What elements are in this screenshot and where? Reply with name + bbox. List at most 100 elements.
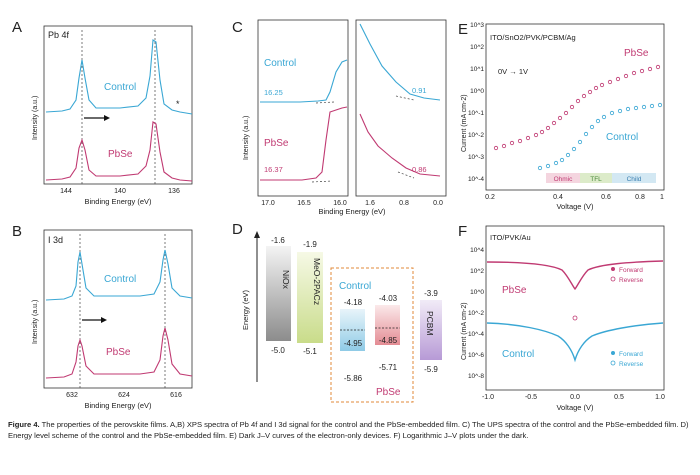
panel-f-ytick-5: 10^-6 xyxy=(468,352,484,359)
nio-top: -1.6 xyxy=(271,236,285,245)
panel-e-pbse-point-15 xyxy=(593,85,599,91)
panel-c-val-pbse-right: 0.86 xyxy=(412,165,427,174)
panel-e-xtick-1: 0.4 xyxy=(553,194,563,201)
panel-e-pbse-point-7 xyxy=(545,125,551,131)
panel-a: A Pb 4f Intensity (a.u.) Control PbSe * … xyxy=(12,19,193,206)
panel-a-tick-0: 144 xyxy=(60,188,72,195)
region-ohmic: Ohmic xyxy=(554,176,574,183)
panel-c-val-control-right: 0.91 xyxy=(412,86,427,95)
panel-e-control-point-11 xyxy=(609,110,615,116)
panel-f-ytick-0: 10^4 xyxy=(470,247,484,254)
region-ohmic-box xyxy=(546,173,580,183)
panel-e-xtick-3: 0.8 xyxy=(635,194,645,201)
panel-b: B I 3d Intensity (a.u.) Control PbSe 632… xyxy=(12,223,193,410)
panel-c-control-right xyxy=(359,23,441,101)
panel-c-tick-left-2: 16.0 xyxy=(333,200,347,207)
panel-e-pbse-point-12 xyxy=(575,98,581,104)
panel-e-pbse-point-22 xyxy=(647,66,653,72)
panel-e-frame xyxy=(485,23,665,191)
panel-c-extrap-pbse-left xyxy=(311,180,333,183)
pcbm-bottom: -5.9 xyxy=(424,365,438,374)
panel-c-tick-left-0: 17.0 xyxy=(261,200,275,207)
panel-b-pbse-curve xyxy=(45,327,193,379)
pcbm-band xyxy=(420,300,442,360)
panel-e-control-point-15 xyxy=(641,104,647,110)
panel-e-pbse-point-6 xyxy=(539,129,545,135)
legend-control-forward-marker xyxy=(611,351,615,355)
panel-c-val-pbse-left: 16.37 xyxy=(264,165,283,174)
panel-b-tick-1: 624 xyxy=(118,392,130,399)
panel-b-letter: B xyxy=(12,223,22,240)
panel-c-extrap-pbse-right xyxy=(397,171,415,179)
panel-b-xlabel: Binding Energy (eV) xyxy=(84,401,152,410)
panel-e-ytick-4: 10^-1 xyxy=(468,110,484,117)
region-tfl-box xyxy=(580,173,612,183)
panel-a-pbse-curve xyxy=(45,121,193,182)
panel-b-control-curve xyxy=(45,249,193,301)
panel-a-label-pbse: PbSe xyxy=(108,149,133,160)
panel-e-pbse-point-16 xyxy=(599,82,605,88)
panel-e-pbse-point-14 xyxy=(587,89,593,95)
panel-f-xtick-2: 0.0 xyxy=(570,394,580,401)
panel-b-tick-2: 616 xyxy=(170,392,182,399)
panel-b-label-control: Control xyxy=(104,274,136,285)
legend-control-forward: Forward xyxy=(619,351,643,358)
panel-f-ytick-2: 10^0 xyxy=(470,289,484,296)
panel-c-control-left xyxy=(260,59,348,103)
panel-c-letter: C xyxy=(232,19,243,36)
panel-e-ytick-5: 10^-2 xyxy=(468,132,484,139)
panel-f-ytick-6: 10^-8 xyxy=(468,373,484,380)
panel-e-ytick-7: 10^-4 xyxy=(468,176,484,183)
panel-e-xtick-0: 0.2 xyxy=(485,194,495,201)
panel-e-pbse-point-18 xyxy=(615,76,621,82)
panel-f-pbse-curve xyxy=(486,260,664,291)
pbse-mid: -4.85 xyxy=(379,336,398,345)
panel-e-label-control: Control xyxy=(606,132,638,143)
panel-a-arrowhead xyxy=(104,115,110,121)
panel-e-control-point-6 xyxy=(577,139,583,145)
panel-c-frame-right xyxy=(355,19,447,197)
region-tfl: TFL xyxy=(590,176,602,183)
panel-e-xtick-4: 1 xyxy=(660,194,664,201)
panel-a-control-curve xyxy=(45,39,193,115)
panel-e-pbse-point-17 xyxy=(607,79,613,85)
panel-e-control-point-5 xyxy=(571,146,577,152)
panel-f: F ITO/PVK/Au PbSe Control Forward Revers… xyxy=(458,223,665,412)
meo-bottom: -5.1 xyxy=(303,347,317,356)
panel-e-pbse-point-11 xyxy=(569,104,575,110)
pbse-name: PbSe xyxy=(376,387,401,398)
panel-f-ytick-3: 10^-2 xyxy=(468,310,484,317)
panel-e-data-points xyxy=(493,64,663,171)
figure-4: A Pb 4f Intensity (a.u.) Control PbSe * … xyxy=(12,19,665,412)
pcbm-top: -3.9 xyxy=(424,289,438,298)
pbse-top: -4.03 xyxy=(379,294,398,303)
panel-c-extrap-control-left xyxy=(315,101,335,104)
panel-e-label-pbse: PbSe xyxy=(624,48,649,59)
legend-pbse-reverse: Reverse xyxy=(619,277,644,284)
panel-a-tick-1: 140 xyxy=(114,188,126,195)
panel-e-pbse-point-20 xyxy=(631,70,637,76)
panel-d: D Energy (eV) -1.6 -5.0 NiOx -1.9 -5.1 M… xyxy=(232,221,442,403)
panel-c-tick-right-0: 1.6 xyxy=(365,200,375,207)
panel-a-xlabel: Binding Energy (eV) xyxy=(84,197,152,206)
panel-e-pbse-point-21 xyxy=(639,68,645,74)
panel-e-ytick-0: 10^3 xyxy=(470,22,484,29)
panel-c-label-control: Control xyxy=(264,58,296,69)
panel-a-ylabel: Intensity (a.u.) xyxy=(32,96,39,140)
panel-a-tick-2: 136 xyxy=(168,188,180,195)
panel-e-control-point-8 xyxy=(589,124,595,130)
panel-e-ylabel: Current (mA cm-2) xyxy=(461,94,468,152)
control-bottom: -5.86 xyxy=(344,374,363,383)
pcbm-label: PCBM xyxy=(425,311,435,336)
panel-e-control-point-4 xyxy=(565,152,571,158)
panel-f-label-pbse: PbSe xyxy=(502,285,527,296)
panel-e-pbse-point-3 xyxy=(517,138,523,144)
figure-caption: Figure 4. The properties of the perovski… xyxy=(8,419,692,441)
panel-e-pbse-point-13 xyxy=(581,93,587,99)
panel-e-ytick-1: 10^2 xyxy=(470,44,484,51)
panel-f-xtick-1: -0.5 xyxy=(525,394,537,401)
nio-bottom: -5.0 xyxy=(271,346,285,355)
panel-e-pbse-point-0 xyxy=(493,145,499,151)
panel-e-control-point-9 xyxy=(595,118,601,124)
panel-f-letter: F xyxy=(458,223,467,240)
